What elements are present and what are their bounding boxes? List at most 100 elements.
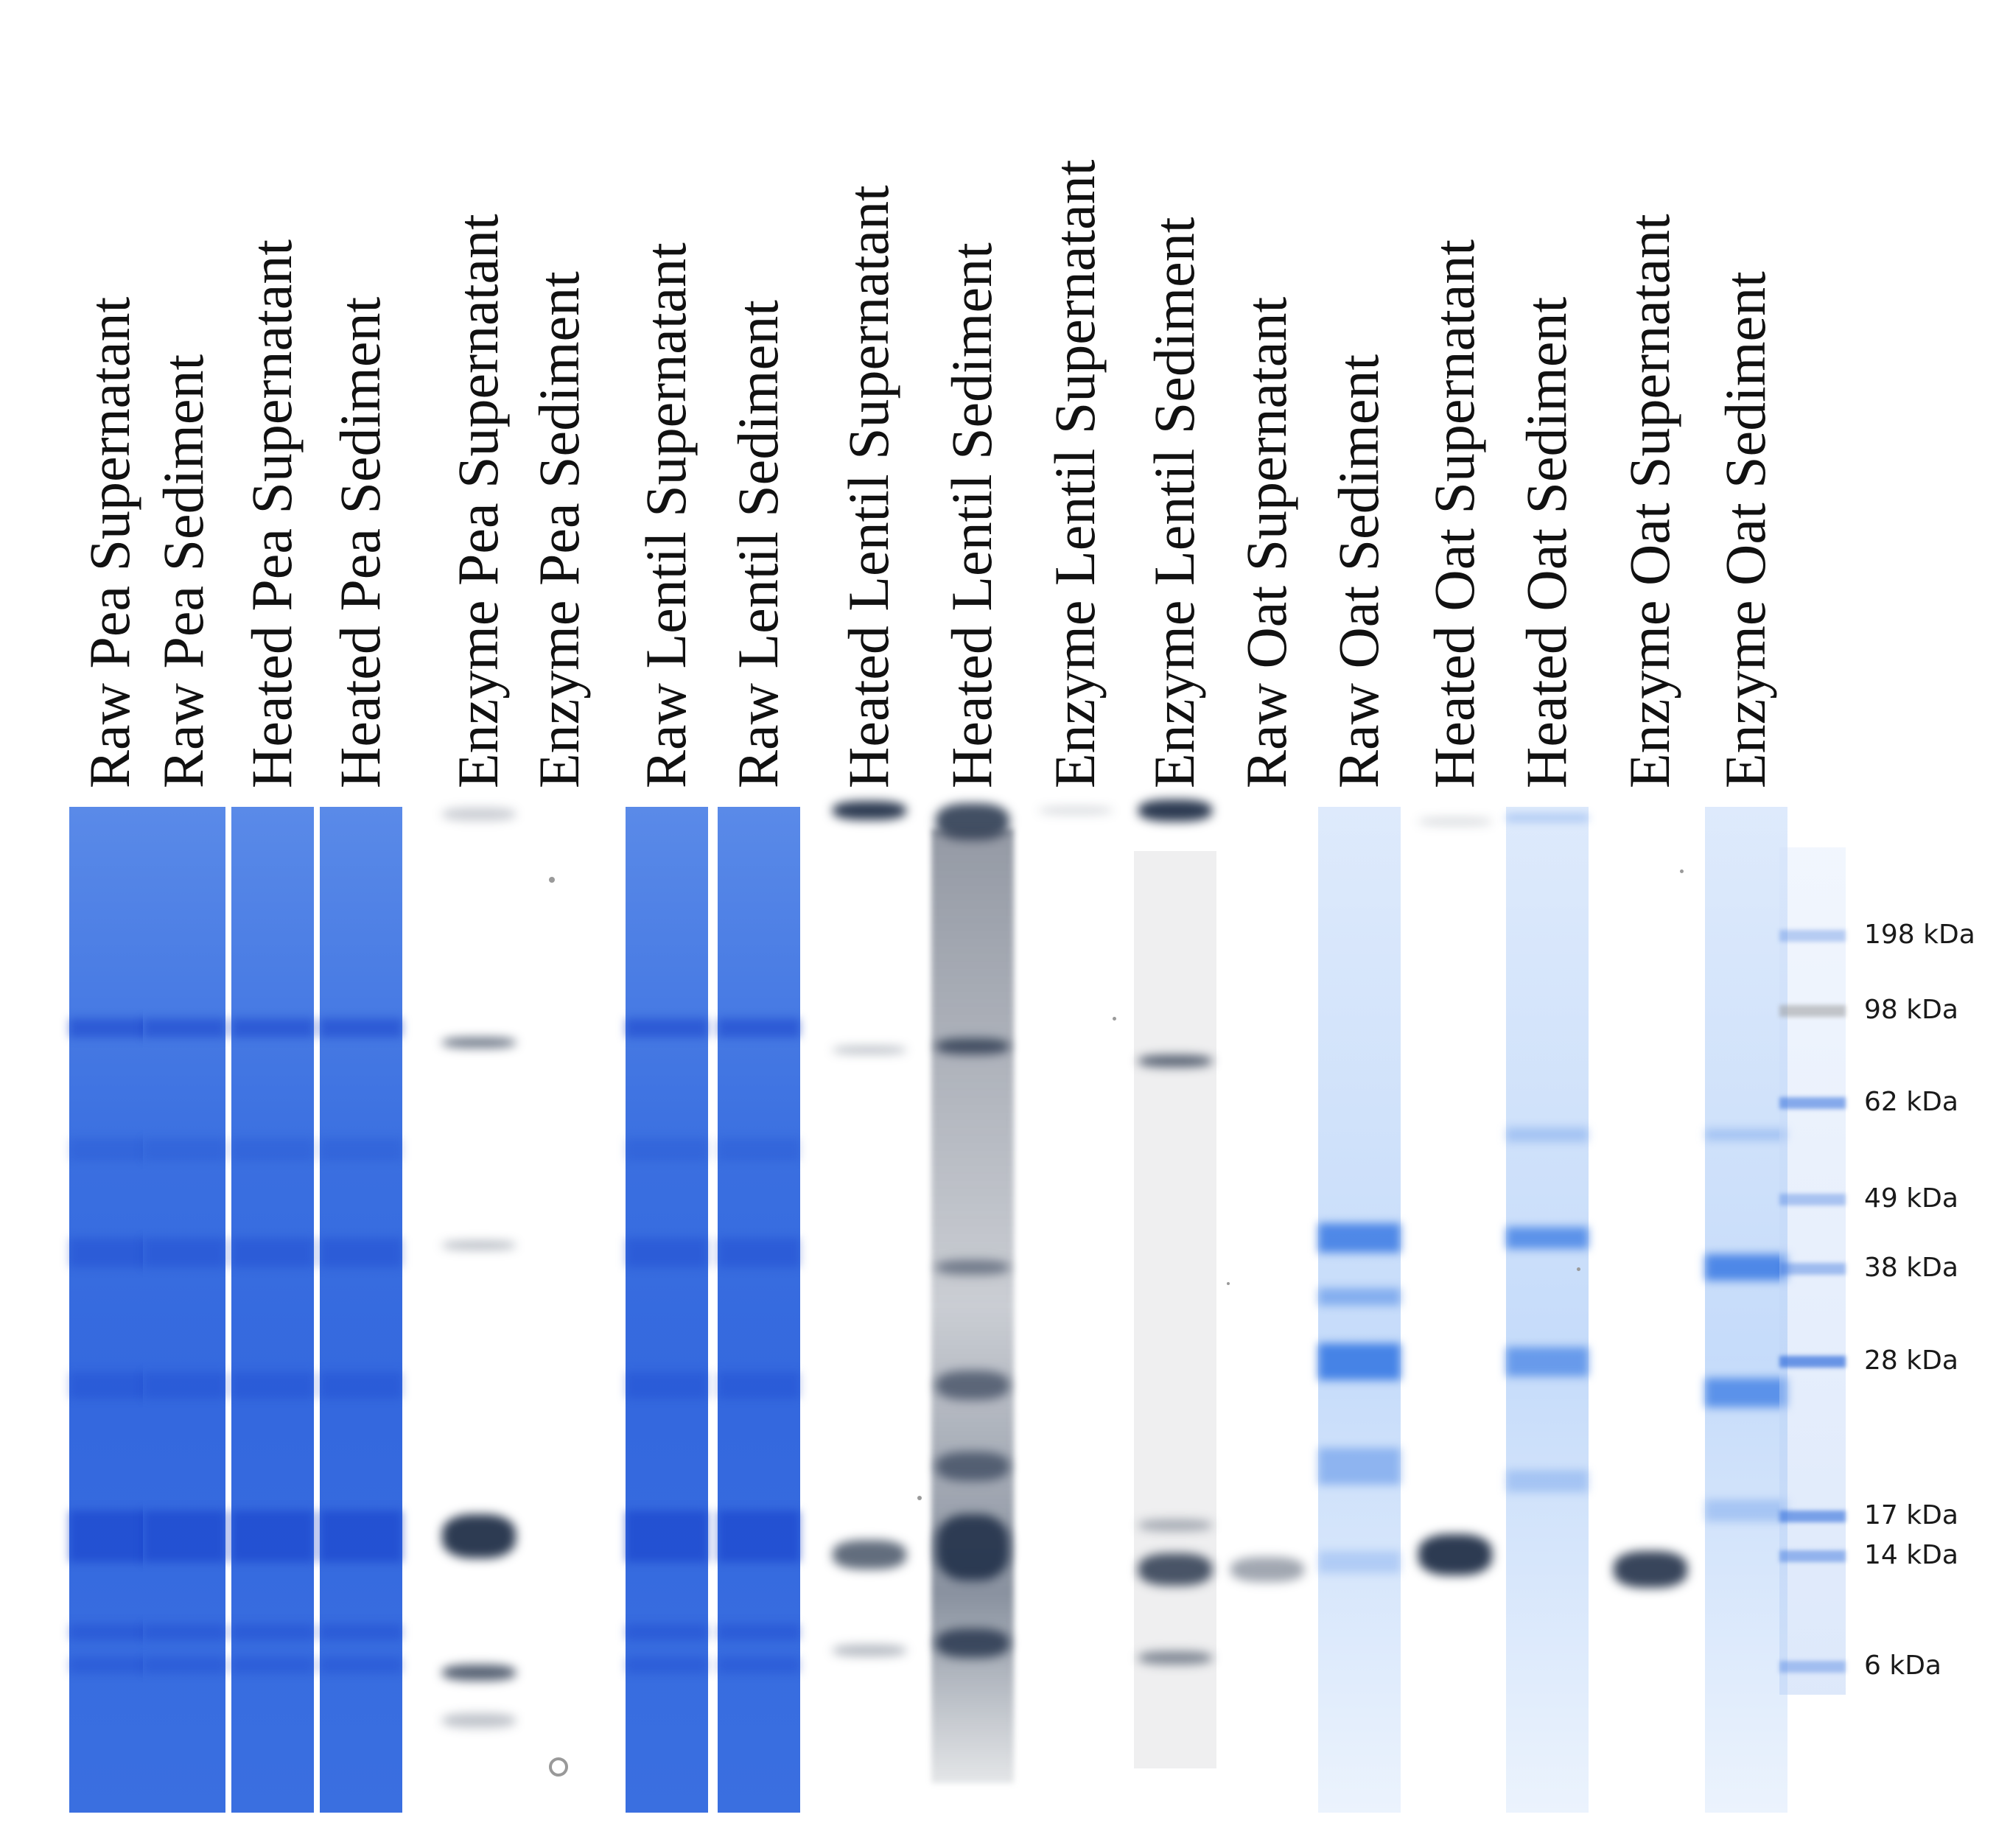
protein-band — [833, 801, 906, 820]
protein-band — [1138, 1519, 1212, 1531]
ladder-band — [1779, 1511, 1846, 1522]
dust-speck — [1577, 1267, 1580, 1271]
protein-band — [442, 1713, 516, 1728]
ladder-band — [1779, 1661, 1846, 1673]
protein-band — [69, 1511, 152, 1562]
gel-lane — [1506, 807, 1589, 1813]
protein-band — [69, 1018, 152, 1037]
protein-band — [1318, 1223, 1401, 1253]
marker-label: 62 kDa — [1864, 1087, 1958, 1117]
protein-band — [320, 1138, 402, 1161]
marker-label: 49 kDa — [1864, 1183, 1958, 1214]
lane-label: Heated Oat Supernatant — [1422, 239, 1486, 788]
lane-label: Heated Oat Sediment — [1514, 296, 1578, 788]
gel-lane — [718, 807, 800, 1813]
lane-label: Heated Pea Supernatant — [239, 239, 304, 788]
protein-band — [442, 1037, 516, 1048]
protein-band — [442, 1241, 516, 1250]
protein-band — [1506, 1347, 1589, 1376]
protein-band — [320, 1372, 402, 1399]
dust-speck — [549, 877, 555, 883]
lane-label: Heated Lentil Supernatant — [836, 185, 900, 788]
protein-band — [718, 1624, 800, 1640]
protein-smear — [1134, 851, 1216, 1768]
protein-band — [231, 1624, 314, 1640]
protein-band — [626, 1238, 708, 1267]
dust-speck — [549, 1757, 568, 1777]
ladder-band — [1779, 1194, 1846, 1205]
marker-label: 17 kDa — [1864, 1500, 1958, 1530]
protein-band — [833, 1046, 906, 1054]
protein-band — [320, 1238, 402, 1267]
dust-speck — [917, 1496, 922, 1500]
protein-band — [1138, 1651, 1212, 1665]
protein-band — [442, 1514, 516, 1558]
lane-label: Enzyme Oat Supernatant — [1617, 214, 1681, 788]
protein-band — [231, 1657, 314, 1673]
protein-band — [1138, 799, 1212, 822]
protein-band — [1138, 1553, 1212, 1586]
protein-band — [320, 1657, 402, 1673]
protein-band — [69, 1657, 152, 1673]
protein-band — [1418, 1534, 1492, 1575]
gel-lane — [1134, 799, 1216, 1813]
protein-band — [442, 1665, 516, 1681]
protein-band — [1318, 1551, 1401, 1573]
lane-label: Heated Pea Sediment — [328, 296, 392, 788]
lane-label: Raw Oat Supernatant — [1234, 296, 1298, 788]
protein-band — [626, 1018, 708, 1037]
gel-lane — [1318, 807, 1401, 1813]
protein-band — [69, 1372, 152, 1399]
protein-band — [1318, 1343, 1401, 1380]
gel-lane — [69, 807, 152, 1813]
protein-band — [1506, 1470, 1589, 1492]
marker-label: 38 kDa — [1864, 1253, 1958, 1283]
marker-label: 14 kDa — [1864, 1540, 1958, 1570]
gel-lane — [1609, 807, 1692, 1813]
protein-band — [1230, 1557, 1304, 1582]
ladder-band — [1779, 1356, 1846, 1368]
protein-band — [1614, 1551, 1687, 1588]
protein-band — [626, 1138, 708, 1161]
dust-speck — [1680, 869, 1684, 873]
protein-band — [143, 1511, 225, 1562]
lane-label: Enzyme Pea Sediment — [527, 271, 591, 788]
protein-band — [626, 1624, 708, 1640]
protein-band — [69, 1238, 152, 1267]
ladder-band — [1779, 1550, 1846, 1562]
gel-lane — [519, 807, 601, 1813]
gel-lane — [1705, 807, 1787, 1813]
protein-band — [69, 1624, 152, 1640]
protein-band — [231, 1238, 314, 1267]
protein-band — [320, 1018, 402, 1037]
protein-band — [1138, 1055, 1212, 1067]
marker-label: 28 kDa — [1864, 1345, 1958, 1376]
gel-lane — [931, 803, 1014, 1813]
protein-band — [231, 1511, 314, 1562]
gel-lane — [1414, 807, 1496, 1813]
protein-band — [143, 1138, 225, 1161]
protein-band — [626, 1511, 708, 1562]
protein-band — [231, 1372, 314, 1399]
protein-band — [718, 1018, 800, 1037]
lane-label: Enzyme Lentil Supernatant — [1043, 159, 1107, 788]
protein-band — [143, 1624, 225, 1640]
protein-band — [231, 1138, 314, 1161]
protein-band — [833, 1645, 906, 1656]
protein-band — [1705, 1254, 1787, 1281]
gel-lane — [231, 807, 314, 1813]
marker-label: 198 kDa — [1864, 920, 1975, 950]
protein-band — [833, 1540, 906, 1569]
protein-band — [1705, 1378, 1787, 1407]
protein-band — [1318, 1288, 1401, 1306]
protein-band — [143, 1018, 225, 1037]
protein-band — [1506, 1227, 1589, 1249]
protein-band — [69, 1138, 152, 1161]
protein-band — [1039, 807, 1113, 814]
lane-label: Raw Pea Sediment — [151, 354, 215, 788]
lane-label: Enzyme Oat Sediment — [1713, 271, 1777, 788]
lane-label: Enzyme Lentil Sediment — [1142, 217, 1206, 788]
protein-band — [718, 1657, 800, 1673]
dust-speck — [1113, 1017, 1116, 1021]
